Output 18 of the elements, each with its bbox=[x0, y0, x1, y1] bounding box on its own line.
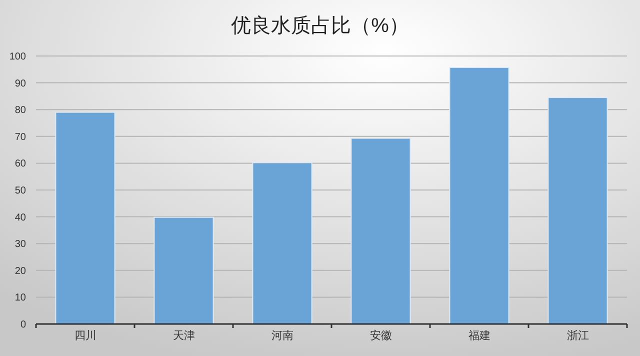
ytick: 70 bbox=[14, 132, 26, 143]
ytick: 0 bbox=[20, 320, 26, 330]
xtick: 天津 bbox=[172, 330, 195, 342]
title: 优良水质占比（%） bbox=[231, 15, 409, 37]
ytick: 60 bbox=[14, 158, 26, 170]
ytick: 80 bbox=[14, 105, 26, 116]
ytick: 50 bbox=[14, 186, 26, 196]
ytick: 30 bbox=[14, 239, 26, 250]
xtick: 浙江 bbox=[566, 330, 589, 342]
ytick: 90 bbox=[14, 78, 26, 90]
xtick: 福建 bbox=[468, 330, 490, 342]
xtick: 安徽 bbox=[370, 330, 392, 342]
ytick: 10 bbox=[14, 292, 26, 304]
xtick: 四川 bbox=[74, 330, 96, 342]
ytick: 20 bbox=[14, 266, 26, 277]
ytick: 100 bbox=[9, 52, 26, 62]
xtick: 河南 bbox=[271, 330, 294, 342]
ytick: 40 bbox=[14, 212, 26, 224]
